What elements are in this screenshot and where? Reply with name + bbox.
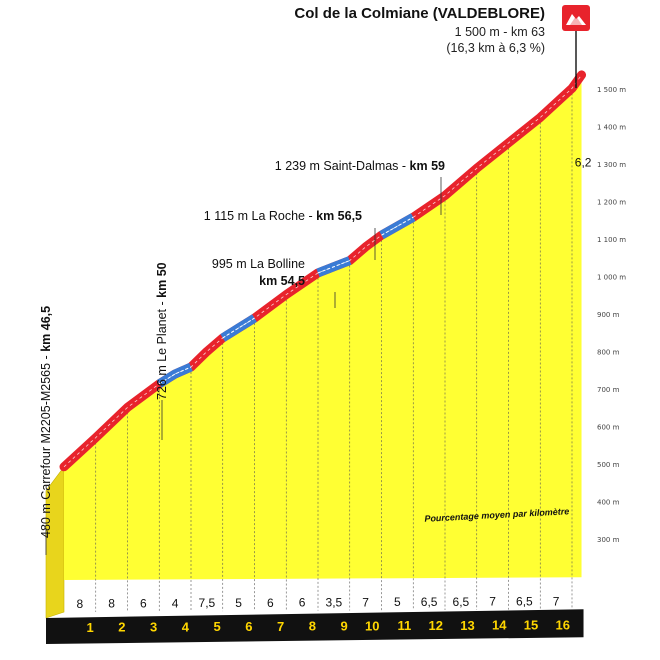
- gradient-label: 8: [77, 597, 84, 611]
- km-base-bar: [46, 609, 584, 644]
- km-dividers: [95, 93, 573, 612]
- km-label: 9: [341, 618, 348, 633]
- gradient-label: 6,5: [516, 595, 533, 609]
- km-label: 6: [245, 619, 252, 634]
- km-label: 15: [524, 617, 538, 632]
- km-label: 13: [460, 618, 474, 633]
- summit-elevation-km: 1 500 m - km 63: [455, 25, 545, 39]
- elevation-tick: 1 000 m: [597, 274, 626, 282]
- gradient-labels: 8 8 6 4 7,5 5 6 6 3,5 7 5 6,5 6,5 7 6,5 7 6,2: [77, 155, 592, 611]
- waypoint-label: 1 115 m La Roche - km 56,5: [204, 209, 362, 223]
- gradient-label: 5: [394, 595, 401, 609]
- km-label: 2: [118, 620, 125, 635]
- elevation-axis: 1 500 m 1 400 m 1 300 m 1 200 m 1 100 m 1 000…: [597, 86, 626, 544]
- elevation-tick: 800 m: [597, 349, 620, 357]
- km-label: 4: [182, 619, 190, 634]
- gradient-label: 4: [172, 596, 179, 610]
- elevation-tick: 700 m: [597, 386, 620, 394]
- summit-climb-stats: (16,3 km à 6,3 %): [446, 41, 545, 55]
- waypoint-label: 726 m Le Planet - km 50: [155, 262, 169, 400]
- profile-area: [64, 74, 582, 581]
- mountain-icon-peak: [570, 16, 582, 25]
- elevation-tick: 500 m: [597, 461, 620, 469]
- gradient-label: 7: [553, 594, 560, 608]
- km-label: 5: [214, 619, 221, 634]
- elevation-tick: 600 m: [597, 424, 620, 432]
- gradient-label: 5: [235, 596, 242, 610]
- gradient-label: 7: [489, 595, 496, 609]
- gradient-label: 6: [267, 596, 274, 610]
- km-labels: 1 2 3 4 5 6 7 8 9 10 11 12 13 14 15 16: [87, 617, 570, 635]
- elevation-tick: 1 100 m: [597, 236, 626, 244]
- gradient-label: 6: [299, 596, 306, 610]
- waypoint-sections: [63, 74, 582, 468]
- profile-side-face: [45, 465, 65, 619]
- elevation-tick: 300 m: [597, 536, 620, 544]
- km-label: 1: [87, 620, 94, 635]
- elevation-tick: 1 500 m: [597, 86, 626, 94]
- elevation-tick: 1 400 m: [597, 124, 626, 132]
- gradient-label: 6,5: [453, 595, 470, 609]
- gradient-label: 6,5: [421, 595, 438, 609]
- gradient-label: 3,5: [326, 596, 343, 610]
- km-label: 10: [365, 618, 379, 633]
- waypoint-label-km: km 54,5: [259, 274, 305, 288]
- waypoint-label: 1 239 m Saint-Dalmas - km 59: [275, 159, 445, 173]
- km-label: 14: [492, 618, 507, 633]
- gradient-label: 7,5: [199, 596, 216, 610]
- elevation-tick: 1 200 m: [597, 199, 626, 207]
- gradient-label: 6: [140, 597, 147, 611]
- waypoint-label: 480 m Carrefour M2205-M2565 - km 46,5: [39, 306, 53, 538]
- km-label: 11: [398, 618, 412, 633]
- elevation-tick: 1 300 m: [597, 161, 626, 169]
- elevation-tick: 900 m: [597, 311, 620, 319]
- gradient-label: 7: [362, 595, 369, 609]
- mountain-icon: [566, 14, 586, 25]
- gradient-label: 6,2: [575, 155, 592, 169]
- km-label: 7: [277, 619, 284, 634]
- waypoint-label: 995 m La Bolline: [212, 257, 305, 271]
- elevation-tick: 400 m: [597, 499, 620, 507]
- km-label: 16: [556, 617, 570, 632]
- gradient-label: 8: [108, 597, 115, 611]
- km-label: 3: [150, 619, 157, 634]
- summit-title: Col de la Colmiane (VALDEBLORE): [294, 5, 545, 22]
- km-label: 8: [309, 619, 316, 634]
- km-label: 12: [429, 618, 443, 633]
